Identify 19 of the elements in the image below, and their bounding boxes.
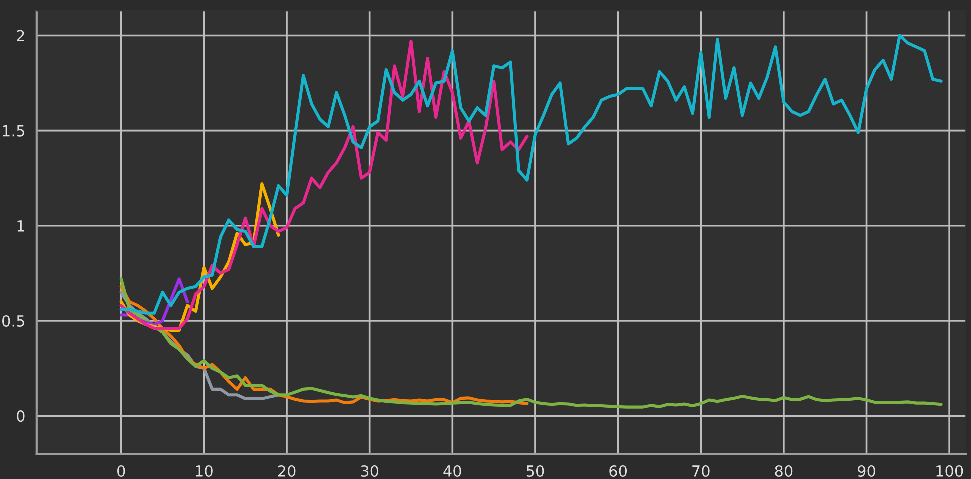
x-tick-label: 60 [610, 465, 628, 478]
x-tick-label: 20 [278, 465, 296, 478]
line-series [120, 40, 529, 330]
x-tick-label: 50 [526, 465, 544, 478]
y-tick-label: 0 [17, 410, 25, 422]
x-tick-label: 90 [858, 465, 876, 478]
x-tick-label: 40 [444, 465, 462, 478]
x-tick-label: 100 [936, 465, 964, 478]
x-tick-label: 30 [361, 465, 379, 478]
line-series [120, 278, 943, 409]
x-tick-label: 70 [692, 465, 710, 478]
x-tick-label: 10 [196, 465, 213, 478]
y-tick-label: 1 [18, 220, 24, 232]
y-tick-label: 0.5 [2, 315, 24, 327]
x-tick-label: 0 [118, 465, 126, 478]
y-tick-label: 2 [17, 30, 24, 42]
x-tick-label: 80 [775, 465, 793, 478]
line-series [120, 34, 943, 315]
y-tick-label: 1.5 [3, 125, 24, 137]
